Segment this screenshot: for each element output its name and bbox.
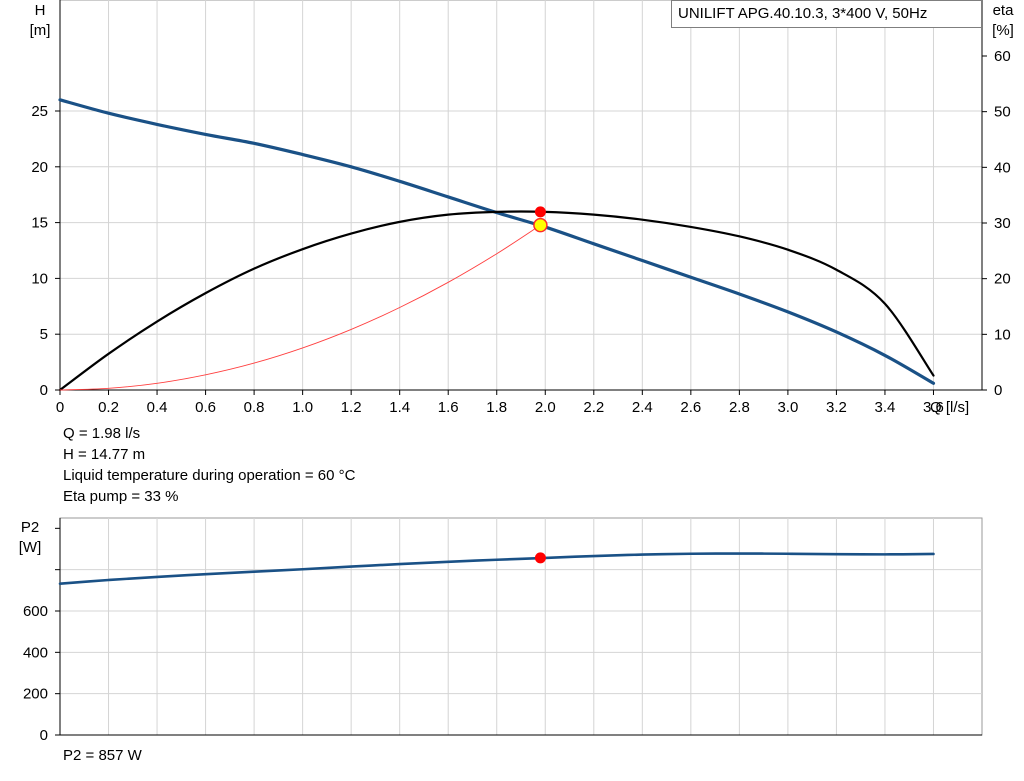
plot-area — [59, 0, 983, 391]
y-tick-label: 15 — [31, 215, 48, 232]
duty-point-marker — [533, 217, 548, 233]
flow-value: Q = 1.98 l/s — [63, 425, 141, 442]
x-tick-label: 0 — [56, 399, 64, 416]
power-plot: 0 200 400 600 P2 [W] — [19, 517, 983, 744]
x-tick-label: 3.6 — [923, 399, 944, 416]
y-axis-unit: [W] — [19, 539, 42, 556]
y-tick-label: 25 — [31, 103, 48, 120]
y2-tick-label: 40 — [994, 159, 1011, 176]
y2-axis-label: eta — [993, 2, 1015, 19]
x-axis-label: Q [l/s] — [930, 399, 969, 416]
x-tick-label: 2.0 — [535, 399, 556, 416]
y2-axis-unit: [%] — [992, 22, 1014, 39]
x-tick-label: 2.4 — [632, 399, 653, 416]
system-curve — [59, 224, 541, 391]
x-tick-label: 1.0 — [292, 399, 313, 416]
x-tick-label: 0.2 — [98, 399, 119, 416]
x-tick-label: 2.2 — [583, 399, 604, 416]
x-tick-label: 2.8 — [729, 399, 750, 416]
y-axis-label: P2 — [21, 519, 39, 536]
y-tick-label: 5 — [40, 326, 48, 343]
power-value: P2 = 857 W — [63, 747, 142, 764]
y-tick-label: 600 — [23, 603, 48, 620]
x-tick-label: 1.4 — [389, 399, 410, 416]
x-tick-label: 0.8 — [244, 399, 265, 416]
x-tick-label: 1.2 — [341, 399, 362, 416]
x-tick-label: 1.8 — [486, 399, 507, 416]
power-point-marker — [534, 552, 546, 564]
y-axis-unit: [m] — [30, 22, 51, 39]
y-tick-label: 0 — [40, 382, 48, 399]
y-axis-label: H — [35, 2, 46, 19]
y-tick-label: 10 — [31, 270, 48, 287]
x-tick-label: 0.6 — [195, 399, 216, 416]
x-tick-label: 3.2 — [826, 399, 847, 416]
y-tick-label: 200 — [23, 686, 48, 703]
head-value: H = 14.77 m — [63, 446, 146, 463]
efficiency-value: Eta pump = 33 % — [63, 488, 179, 505]
y-tick-label: 20 — [31, 159, 48, 176]
y-tick-label: 0 — [40, 727, 48, 744]
efficiency-point-marker — [534, 206, 546, 218]
x-tick-label: 3.4 — [875, 399, 896, 416]
chart-title: UNILIFT APG.40.10.3, 3*400 V, 50Hz — [678, 5, 928, 22]
x-tick-label: 2.6 — [680, 399, 701, 416]
y2-tick-label: 30 — [994, 215, 1011, 232]
y2-tick-label: 60 — [994, 48, 1011, 65]
chart-title-box: UNILIFT APG.40.10.3, 3*400 V, 50Hz — [671, 0, 982, 28]
y2-tick-label: 50 — [994, 104, 1011, 121]
y2-tick-label: 0 — [994, 382, 1002, 399]
temperature-value: Liquid temperature during operation = 60… — [63, 467, 356, 484]
x-tick-label: 3.0 — [777, 399, 798, 416]
duty-point-info: Q = 1.98 l/s H = 14.77 m Liquid temperat… — [63, 423, 355, 507]
efficiency-curve — [58, 210, 935, 392]
x-tick-label: 1.6 — [438, 399, 459, 416]
plot-area-bottom — [59, 517, 983, 736]
head-efficiency-plot: 0 0.2 0.4 0.6 0.8 1.0 1.2 1.4 1.6 1.8 2.0 2.2 2.4 2.6… — [30, 0, 1015, 416]
power-info: P2 = 857 W — [63, 745, 142, 766]
x-tick-label: 0.4 — [147, 399, 168, 416]
y2-tick-label: 10 — [994, 326, 1011, 343]
power-curve — [58, 552, 935, 586]
y2-tick-label: 20 — [994, 271, 1011, 288]
y-tick-label: 400 — [23, 644, 48, 661]
